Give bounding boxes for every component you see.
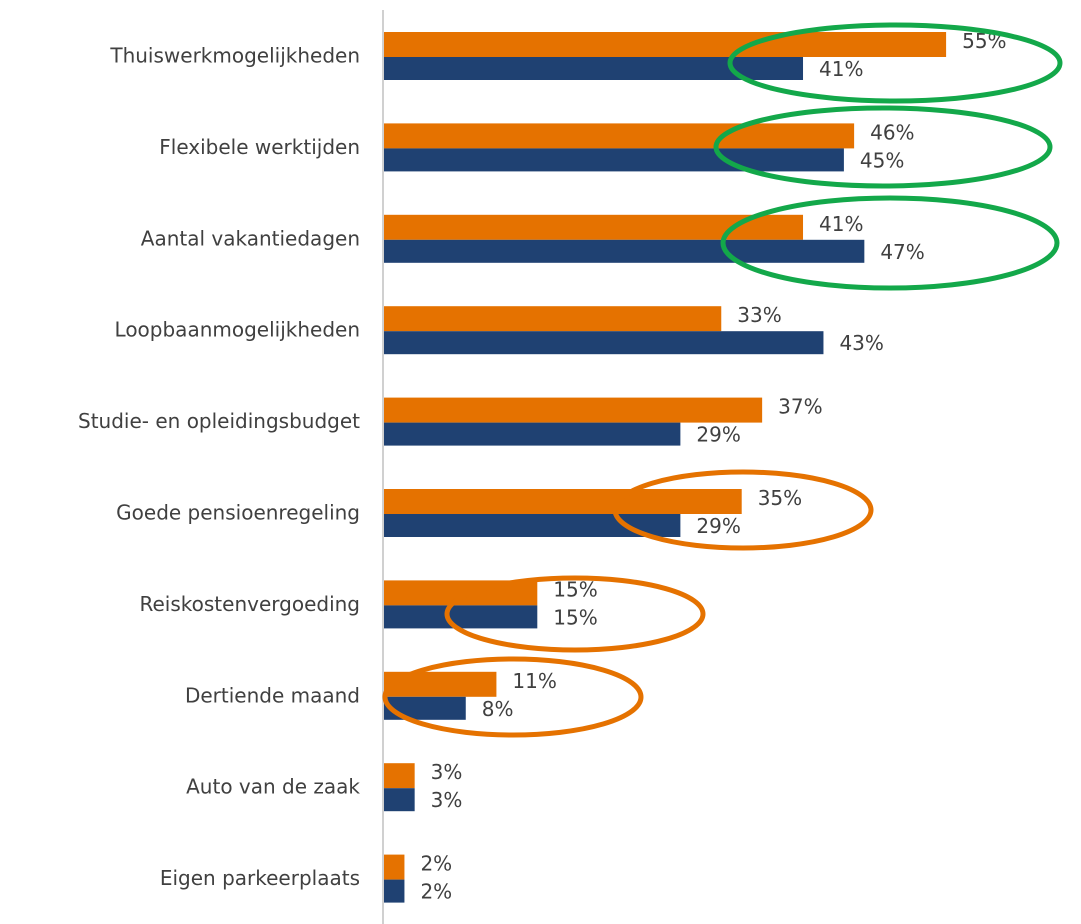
bar [384, 854, 405, 880]
value-label: 3% [431, 788, 463, 812]
highlight-ellipse [720, 195, 1060, 291]
category-label: Thuiswerkmogelijkheden [109, 44, 360, 68]
bar [384, 397, 763, 423]
value-label: 43% [839, 331, 883, 355]
category-label: Goede pensioenregeling [116, 501, 360, 525]
value-label: 2% [420, 852, 452, 876]
bar [384, 605, 538, 629]
value-label: 29% [696, 423, 740, 447]
value-label: 45% [860, 148, 904, 172]
bar [384, 123, 855, 149]
bar [384, 763, 415, 789]
bar [384, 57, 804, 80]
value-label: 41% [819, 212, 863, 236]
value-label: 15% [553, 577, 597, 601]
value-label: 37% [778, 395, 822, 419]
category-label: Studie- en opleidingsbudget [78, 409, 360, 433]
category-label: Reiskostenvergoeding [140, 592, 361, 616]
category-label: Dertiende maand [185, 683, 360, 707]
category-label: Auto van de zaak [186, 775, 360, 799]
category-label: Eigen parkeerplaats [160, 866, 360, 890]
bar [384, 306, 722, 332]
value-label: 11% [512, 669, 556, 693]
highlight-ellipse [713, 105, 1053, 189]
bar [384, 696, 466, 720]
value-label: 33% [737, 303, 781, 327]
bar [384, 489, 742, 514]
bar [384, 148, 844, 172]
value-label: 41% [819, 57, 863, 81]
bar [384, 879, 405, 903]
value-label: 47% [880, 240, 924, 264]
annotations [382, 22, 1063, 738]
bar [384, 422, 681, 446]
bar [384, 514, 681, 537]
highlight-ellipse [727, 22, 1063, 104]
bar [384, 32, 947, 57]
category-label: Flexibele werktijden [159, 135, 360, 159]
bar [384, 788, 415, 812]
value-label: 8% [482, 697, 514, 721]
value-label: 15% [553, 605, 597, 629]
highlight-ellipse [382, 656, 644, 738]
highlight-ellipse [612, 469, 874, 551]
category-label: Loopbaanmogelijkheden [115, 318, 360, 342]
bar [384, 239, 865, 263]
value-label: 2% [420, 880, 452, 904]
value-label: 3% [431, 760, 463, 784]
category-label: Aantal vakantiedagen [141, 226, 360, 250]
bar [384, 331, 824, 355]
value-label: 29% [696, 514, 740, 538]
value-label: 46% [870, 120, 914, 144]
bar [384, 214, 804, 240]
highlight-ellipse [444, 575, 706, 653]
value-label: 35% [758, 486, 802, 510]
bar [384, 671, 497, 697]
